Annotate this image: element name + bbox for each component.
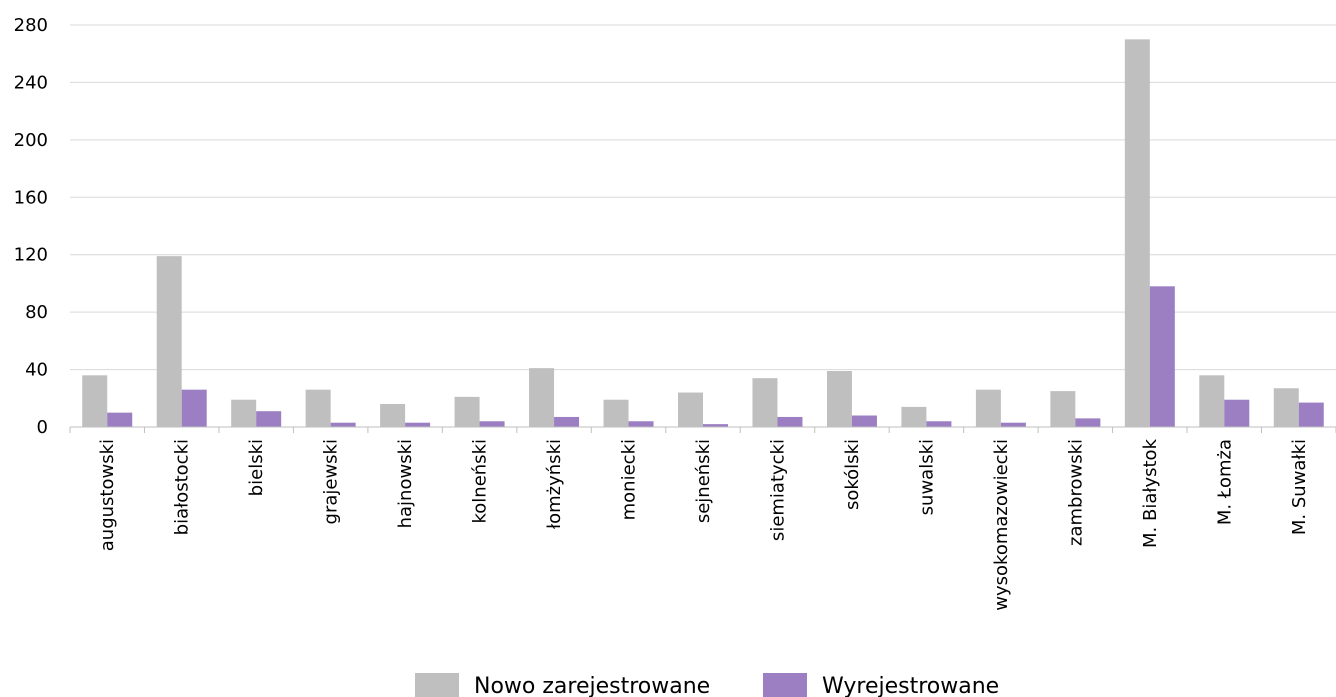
- bar-nowo-zarejestrowane: [678, 392, 703, 427]
- bar-nowo-zarejestrowane: [975, 389, 1001, 427]
- x-category-label: siemiatycki: [767, 439, 788, 541]
- bar-nowo-zarejestrowane: [901, 406, 927, 427]
- bar-nowo-zarejestrowane: [231, 399, 257, 427]
- x-category-label: łomżyński: [544, 439, 565, 529]
- x-category-label: M. Białystok: [1140, 438, 1161, 548]
- bar-wyrejestrowane: [1224, 399, 1250, 427]
- bar-nowo-zarejestrowane: [82, 375, 108, 427]
- y-tick-label: 120: [14, 245, 48, 266]
- bar-wyrejestrowane: [703, 424, 728, 427]
- bar-nowo-zarejestrowane: [380, 404, 406, 427]
- x-category-label: M. Łomża: [1214, 439, 1235, 525]
- bar-wyrejestrowane: [1298, 402, 1324, 427]
- x-category-label: hajnowski: [395, 439, 416, 528]
- bar-wyrejestrowane: [330, 422, 356, 427]
- x-category-label: zambrowski: [1065, 439, 1086, 546]
- bars: [82, 39, 1324, 427]
- bar-nowo-zarejestrowane: [1050, 391, 1076, 427]
- x-category-label: M. Suwałki: [1289, 439, 1310, 535]
- bar-nowo-zarejestrowane: [752, 378, 778, 427]
- bar-wyrejestrowane: [256, 411, 282, 427]
- bar-wyrejestrowane: [926, 421, 952, 427]
- x-axis: [69, 426, 1336, 433]
- x-category-label: wysokomazowiecki: [991, 439, 1012, 611]
- x-category-label: bielski: [246, 439, 267, 496]
- y-tick-label: 200: [14, 130, 48, 151]
- legend: Nowo zarejestrowane Wyrejestrowane: [415, 673, 999, 697]
- legend-swatch-wyrejestrowane: [763, 673, 807, 697]
- x-category-label: moniecki: [619, 439, 640, 520]
- y-tick-label: 0: [37, 417, 48, 438]
- y-axis-ticks: 0 40 80 120 160 200 240 280: [14, 15, 48, 438]
- y-tick-label: 280: [14, 15, 48, 36]
- x-category-label: augustowski: [97, 439, 118, 551]
- bar-wyrejestrowane: [107, 412, 133, 427]
- bar-wyrejestrowane: [554, 416, 580, 427]
- legend-label-wyrejestrowane: Wyrejestrowane: [822, 674, 999, 697]
- x-axis-category-labels: augustowski białostocki bielski grajewski ha…: [97, 438, 1310, 610]
- y-tick-label: 80: [25, 302, 48, 323]
- bar-wyrejestrowane: [851, 415, 877, 427]
- bar-nowo-zarejestrowane: [1273, 388, 1299, 427]
- bar-nowo-zarejestrowane: [454, 396, 480, 427]
- y-tick-label: 160: [14, 187, 48, 208]
- bar-nowo-zarejestrowane: [1124, 39, 1150, 427]
- x-category-label: sejneński: [693, 439, 714, 523]
- bar-nowo-zarejestrowane: [1199, 375, 1225, 427]
- bar-wyrejestrowane: [479, 421, 505, 427]
- bar-wyrejestrowane: [1149, 286, 1175, 427]
- bar-wyrejestrowane: [628, 421, 654, 427]
- legend-swatch-nowo-zarejestrowane: [415, 673, 459, 697]
- bar-wyrejestrowane: [405, 422, 431, 427]
- gridlines: [70, 24, 1336, 371]
- x-category-label: sokólski: [842, 439, 863, 510]
- bar-nowo-zarejestrowane: [156, 256, 182, 427]
- bar-nowo-zarejestrowane: [826, 371, 852, 427]
- bar-nowo-zarejestrowane: [305, 389, 331, 427]
- y-tick-label: 40: [25, 360, 48, 381]
- bar-wyrejestrowane: [1075, 418, 1101, 427]
- y-tick-label: 240: [14, 72, 48, 93]
- bar-nowo-zarejestrowane: [603, 399, 629, 427]
- bar-wyrejestrowane: [1000, 422, 1026, 427]
- x-category-label: grajewski: [321, 439, 342, 524]
- x-category-label: białostocki: [172, 439, 193, 535]
- bar-wyrejestrowane: [181, 389, 207, 427]
- legend-label-nowo-zarejestrowane: Nowo zarejestrowane: [474, 674, 710, 697]
- bar-wyrejestrowane: [777, 416, 803, 427]
- bar-nowo-zarejestrowane: [529, 368, 555, 427]
- x-category-label: kolneński: [470, 439, 491, 524]
- x-category-label: suwalski: [916, 439, 937, 515]
